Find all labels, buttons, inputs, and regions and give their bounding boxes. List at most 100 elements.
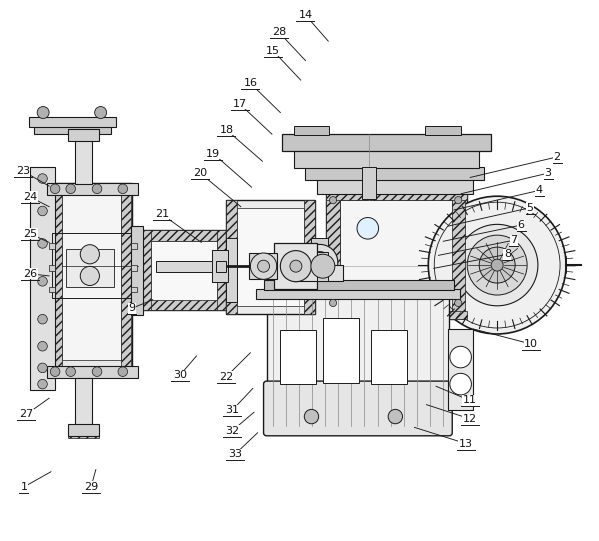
Circle shape (428, 196, 566, 334)
Bar (212, 250, 228, 282)
Circle shape (118, 184, 128, 194)
Circle shape (66, 184, 75, 194)
Bar (212, 250, 228, 265)
Bar (363, 168, 375, 189)
Circle shape (80, 266, 99, 286)
Text: 19: 19 (206, 149, 220, 159)
Text: 20: 20 (193, 168, 207, 178)
Text: 7: 7 (510, 235, 518, 245)
Circle shape (357, 217, 379, 239)
Bar (53, 183, 62, 367)
Bar (34, 126, 111, 134)
Circle shape (38, 174, 47, 183)
Text: 29: 29 (84, 482, 98, 492)
Bar (304, 269, 328, 281)
Bar (131, 226, 143, 315)
Bar (75, 378, 92, 425)
Bar (68, 123, 99, 130)
Circle shape (37, 107, 49, 118)
Text: 15: 15 (266, 46, 280, 56)
Text: 10: 10 (524, 339, 539, 349)
Circle shape (329, 299, 337, 307)
Bar (264, 280, 454, 290)
Bar (212, 267, 228, 282)
Bar (62, 189, 121, 360)
Bar (121, 183, 131, 367)
Text: 5: 5 (527, 203, 534, 213)
Circle shape (92, 184, 102, 194)
Bar (326, 192, 340, 319)
Bar (311, 238, 328, 287)
Circle shape (95, 107, 107, 118)
Bar (140, 230, 151, 310)
FancyBboxPatch shape (264, 381, 452, 436)
Bar (326, 311, 467, 319)
Circle shape (309, 252, 331, 273)
Text: 14: 14 (298, 10, 313, 20)
Bar (151, 241, 217, 300)
Bar (294, 150, 479, 168)
Circle shape (467, 235, 527, 295)
Bar (280, 330, 316, 384)
Circle shape (50, 367, 60, 377)
Bar (29, 117, 116, 127)
Bar (131, 226, 141, 315)
Circle shape (38, 363, 47, 373)
Bar (66, 249, 114, 287)
Circle shape (455, 299, 462, 307)
Bar (326, 192, 467, 319)
Circle shape (329, 196, 337, 204)
Bar (49, 265, 55, 270)
Bar (68, 433, 99, 438)
Circle shape (118, 367, 128, 377)
Bar (140, 230, 229, 310)
Circle shape (290, 260, 302, 272)
Text: 31: 31 (225, 405, 240, 415)
Circle shape (38, 341, 47, 351)
Circle shape (250, 253, 277, 279)
Text: 2: 2 (553, 152, 561, 162)
Text: 27: 27 (19, 410, 34, 419)
Circle shape (304, 410, 319, 424)
Circle shape (38, 276, 47, 286)
Circle shape (258, 260, 270, 272)
Circle shape (38, 239, 47, 248)
Text: 32: 32 (225, 426, 240, 436)
Text: 16: 16 (243, 78, 258, 88)
Circle shape (491, 259, 503, 271)
Text: 28: 28 (272, 28, 286, 37)
Bar (448, 329, 473, 410)
Text: 12: 12 (462, 414, 477, 424)
Bar (294, 126, 329, 135)
Bar (317, 179, 473, 194)
Text: 4: 4 (536, 186, 543, 195)
Text: 3: 3 (544, 168, 552, 178)
Bar (68, 424, 99, 436)
Bar (47, 366, 138, 378)
Bar (362, 167, 376, 199)
Circle shape (311, 254, 335, 278)
Bar (317, 252, 328, 281)
Text: 17: 17 (232, 99, 247, 109)
Bar (371, 330, 407, 384)
Circle shape (38, 206, 47, 216)
Bar (340, 200, 452, 311)
Text: 25: 25 (23, 229, 37, 239)
Bar (47, 183, 138, 195)
Bar (304, 200, 315, 314)
Circle shape (80, 245, 99, 264)
Text: 13: 13 (459, 439, 473, 448)
Text: 24: 24 (23, 192, 37, 202)
Bar (140, 299, 229, 310)
Bar (131, 287, 137, 292)
Text: 26: 26 (23, 269, 37, 279)
Bar (216, 261, 226, 272)
Circle shape (66, 367, 75, 377)
Bar (237, 208, 304, 306)
Circle shape (280, 250, 311, 282)
Circle shape (456, 225, 538, 306)
Bar (30, 167, 55, 390)
Circle shape (450, 373, 471, 395)
Circle shape (455, 196, 462, 204)
Bar (294, 265, 343, 281)
